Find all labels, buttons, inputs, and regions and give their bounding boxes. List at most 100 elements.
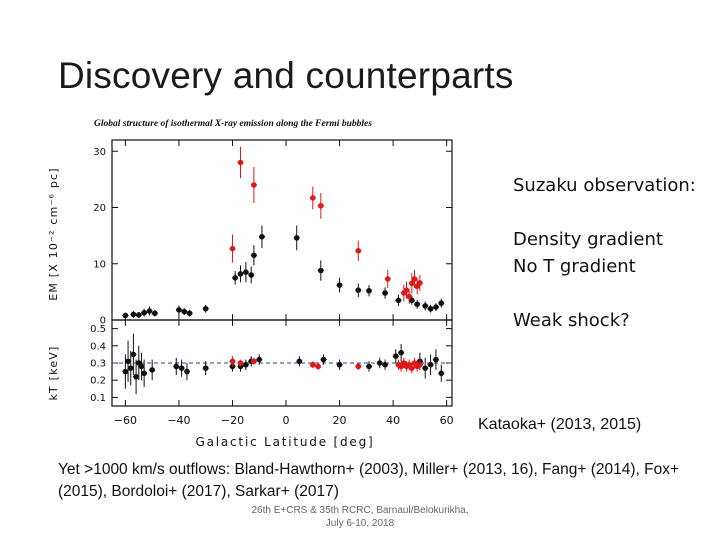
bottom-panel: 0.1 0.2 0.3 0.4 0.5	[90, 319, 453, 407]
bottom-point-black	[141, 370, 147, 377]
chart-svg: Global structure of isothermal X-ray emi…	[47, 119, 454, 449]
top-point-black	[318, 267, 324, 274]
top-point-red	[409, 280, 415, 287]
top-point-black	[409, 297, 415, 304]
footer-line-2: July 6-10, 2018	[325, 518, 395, 529]
bottom-point-black	[392, 353, 399, 359]
top-point-black	[355, 287, 362, 293]
x-ray-emission-figure: Global structure of isothermal X-ray emi…	[40, 108, 470, 453]
footer: 26th E+CRS & 35th RCRC, Barnaul/Belokuri…	[210, 504, 510, 530]
top-point-red	[355, 248, 362, 254]
top-point-black	[141, 309, 147, 316]
top-point-black	[186, 310, 193, 317]
top-point-red	[229, 245, 236, 252]
bottom-point-black	[130, 351, 137, 358]
top-point-black	[366, 287, 372, 294]
top-ytick-label: 0	[100, 316, 106, 327]
bottom-point-black	[433, 356, 439, 363]
bottom-ytick-label: 0.2	[90, 376, 106, 387]
bottom-point-black	[366, 363, 372, 370]
bottom-ytick-label: 0.1	[90, 393, 106, 404]
bottom-point-black	[125, 358, 131, 365]
top-point-black	[202, 305, 209, 312]
top-point-black	[130, 311, 137, 318]
x-tick-label: 0	[283, 414, 290, 427]
bottom-point-red	[355, 363, 362, 370]
notes-heading: Suzaku observation:	[513, 175, 696, 196]
top-point-black	[427, 305, 434, 312]
top-point-red	[251, 182, 257, 188]
bottom-point-red	[315, 363, 321, 370]
top-point-red	[318, 203, 324, 209]
top-point-red	[411, 276, 418, 282]
outflows-text: Yet >1000 km/s outflows: Bland-Hawthorn+…	[58, 461, 680, 500]
top-point-black	[293, 235, 300, 241]
bottom-point-black	[320, 356, 327, 363]
top-point-red	[406, 293, 412, 300]
bottom-point-black	[296, 358, 303, 365]
top-point-black	[176, 307, 182, 313]
bottom-ytick-label: 0.5	[90, 324, 106, 335]
bottom-point-red	[309, 361, 316, 368]
top-point-black	[181, 308, 188, 315]
bottom-point-black	[438, 370, 445, 377]
top-point-black	[259, 233, 265, 240]
top-point-black	[248, 272, 255, 278]
top-ytick-label: 20	[93, 203, 106, 214]
bottom-point-black	[133, 373, 139, 380]
top-point-black	[243, 269, 249, 275]
slide-title: Discovery and counterparts	[58, 55, 514, 96]
notes-no-t-gradient: No T gradient	[513, 256, 636, 277]
top-point-black	[135, 312, 142, 318]
bottom-point-black	[398, 349, 404, 356]
x-tick-label: 20	[333, 414, 347, 427]
bottom-point-black	[422, 365, 429, 371]
observation-notes: Suzaku observation: Density gradient No …	[513, 172, 718, 334]
top-point-black	[237, 271, 244, 277]
notes-density-gradient: Density gradient	[513, 229, 663, 250]
top-point-black	[232, 275, 238, 281]
notes-weak-shock: Weak shock?	[513, 310, 630, 331]
top-point-red	[403, 287, 410, 293]
top-ytick-label: 10	[93, 259, 106, 270]
top-point-black	[395, 297, 402, 304]
bottom-point-red	[237, 360, 244, 366]
bottom-point-black	[149, 367, 155, 373]
y-axis-label-bottom: kT [keV]	[47, 345, 60, 400]
bottom-point-black	[138, 363, 145, 370]
chart-title: Global structure of isothermal X-ray emi…	[94, 119, 372, 129]
bottom-point-red	[229, 358, 236, 365]
bottom-point-black	[122, 368, 129, 375]
top-point-black	[433, 304, 439, 310]
footer-line-1: 26th E+CRS & 35th RCRC, Barnaul/Belokuri…	[251, 505, 469, 516]
bottom-ytick-label: 0.4	[90, 341, 106, 352]
x-tick-label: 60	[440, 414, 454, 427]
top-point-black	[152, 310, 158, 317]
bottom-point-black	[427, 361, 434, 368]
bottom-point-black	[178, 365, 185, 371]
x-tick-label: 40	[386, 414, 400, 427]
top-point-black	[146, 308, 153, 314]
top-point-black	[382, 290, 388, 296]
bottom-point-black	[376, 360, 383, 366]
bottom-point-black	[202, 365, 209, 371]
bottom-point-black	[173, 363, 180, 370]
top-point-black	[251, 252, 257, 259]
bottom-point-black	[243, 361, 249, 368]
top-point-black	[438, 300, 445, 306]
x-tick-label: −40	[167, 414, 190, 427]
bottom-point-black	[256, 356, 263, 363]
bottom-point-black	[184, 368, 190, 375]
bottom-point-black	[382, 361, 388, 368]
y-axis-label-top: EM [X 10⁻² cm⁻⁶ pc]	[47, 167, 60, 301]
bottom-point-red	[251, 358, 257, 365]
citation: Kataoka+ (2013, 2015)	[478, 416, 642, 433]
bottom-point-black	[127, 365, 134, 371]
bottom-point-red	[417, 361, 423, 368]
x-tick-label: −60	[114, 414, 137, 427]
x-axis: −60 −40 −20 0 20 40 60	[114, 414, 454, 427]
top-panel: 0 10 20 30	[93, 139, 453, 327]
top-point-red	[384, 276, 391, 282]
top-point-red	[237, 159, 244, 166]
bottom-point-black	[336, 361, 343, 368]
